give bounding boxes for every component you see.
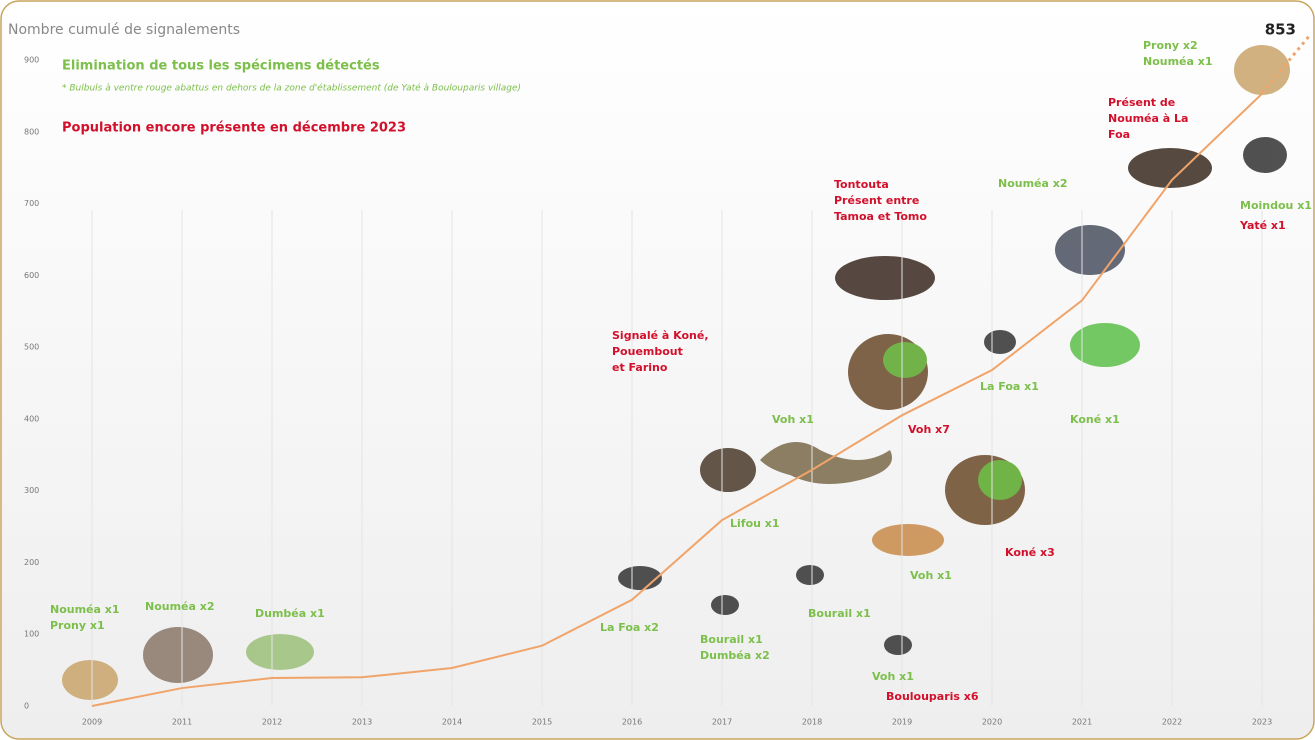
annotation: Bourail x1 xyxy=(700,633,763,646)
annotation: Nouméa x2 xyxy=(998,177,1068,190)
annotation: La Foa x2 xyxy=(600,621,659,634)
annotation: Présent de xyxy=(1108,96,1175,109)
y-tick-label: 900 xyxy=(24,56,39,65)
annotation: et Farino xyxy=(612,361,668,374)
x-tick-label: 2020 xyxy=(982,718,1002,727)
annotation: Voh x7 xyxy=(908,423,950,436)
y-tick-label: 100 xyxy=(24,630,39,639)
annotation: Nouméa x1 xyxy=(50,603,120,616)
annotation: Yaté x1 xyxy=(1239,219,1286,232)
annotation: Présent entre xyxy=(834,194,919,207)
annotation: Koné x1 xyxy=(1070,413,1120,426)
final-value: 853 xyxy=(1265,21,1296,39)
x-tick-label: 2009 xyxy=(82,718,102,727)
annotation: Signalé à Koné, xyxy=(612,329,709,342)
y-tick-label: 300 xyxy=(24,486,39,495)
annotation: Bourail x1 xyxy=(808,607,871,620)
y-tick-label: 700 xyxy=(24,199,39,208)
y-tick-label: 200 xyxy=(24,558,39,567)
data-line xyxy=(91,93,1263,707)
annotation: Lifou x1 xyxy=(730,517,780,530)
y-tick-label: 600 xyxy=(24,271,39,280)
annotation: Prony x2 xyxy=(1143,39,1198,52)
annotation: Nouméa x1 xyxy=(1143,55,1213,68)
annotation: Dumbéa x1 xyxy=(255,607,325,620)
annotation: Moindou x1 xyxy=(1240,199,1312,212)
annotation: Tamoa et Tomo xyxy=(834,210,927,223)
annotation: Voh x1 xyxy=(772,413,814,426)
x-tick-label: 2014 xyxy=(442,718,462,727)
x-tick-label: 2022 xyxy=(1162,718,1182,727)
annotation: Nouméa à La xyxy=(1108,112,1188,125)
x-tick-label: 2016 xyxy=(622,718,642,727)
x-tick-label: 2018 xyxy=(802,718,822,727)
y-tick-label: 0 xyxy=(24,702,29,711)
legend-note: * Bulbuls à ventre rouge abattus en deho… xyxy=(62,83,521,94)
annotation: Foa xyxy=(1108,128,1130,141)
x-tick-label: 2019 xyxy=(892,718,912,727)
annotation: Nouméa x2 xyxy=(145,600,215,613)
annotation: Pouembout xyxy=(612,345,683,358)
annotation: Koné x3 xyxy=(1005,546,1055,559)
x-tick-label: 2013 xyxy=(352,718,372,727)
y-tick-label: 400 xyxy=(24,414,39,423)
animal-pictures xyxy=(62,45,1290,700)
legend-eliminated: Elimination de tous les spécimens détect… xyxy=(62,59,380,74)
x-tick-label: 2017 xyxy=(712,718,732,727)
legend-present: Population encore présente en décembre 2… xyxy=(62,121,406,136)
x-tick-label: 2021 xyxy=(1072,718,1092,727)
chart-title: Nombre cumulé de signalements xyxy=(8,22,240,38)
x-tick-label: 2015 xyxy=(532,718,552,727)
y-tick-label: 500 xyxy=(24,343,39,352)
projection xyxy=(1260,34,1312,94)
annotation: Tontouta xyxy=(834,178,889,191)
x-tick-label: 2011 xyxy=(172,718,192,727)
annotation: Dumbéa x2 xyxy=(700,649,770,662)
annotation: Prony x1 xyxy=(50,619,105,632)
annotation: La Foa x1 xyxy=(980,380,1039,393)
annotation: Voh x1 xyxy=(872,670,914,683)
x-tick-label: 2023 xyxy=(1252,718,1272,727)
annotation: Voh x1 xyxy=(910,569,952,582)
x-tick-label: 2012 xyxy=(262,718,282,727)
annotation: Boulouparis x6 xyxy=(886,690,979,703)
y-tick-label: 800 xyxy=(24,127,39,136)
